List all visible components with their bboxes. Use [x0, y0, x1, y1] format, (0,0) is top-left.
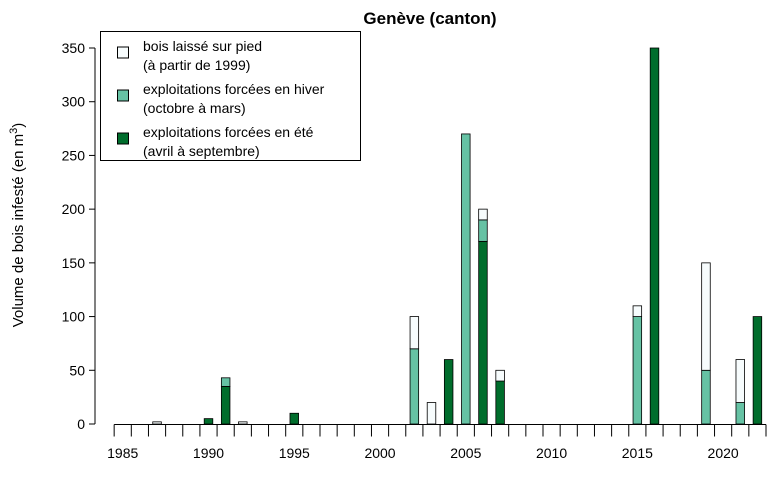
y-axis-label: Volume de bois infesté (en m3) [8, 123, 27, 328]
legend-swatch-summer [117, 132, 129, 145]
axes: 0 50 100 150 200 250 300 350 1985 1990 1995 2000 200… [62, 40, 767, 461]
bar-summer [649, 47, 660, 425]
legend-label-standing: bois laissé sur pied [143, 38, 262, 54]
legend-label-summer: exploitations forcées en été [143, 124, 314, 140]
bar-standing [495, 369, 505, 382]
bar-standing [238, 421, 248, 425]
legend-swatch-standing [117, 46, 129, 59]
legend-box [100, 31, 361, 161]
bar-winter [220, 377, 231, 387]
legend: bois laissé sur pied (à partir de 1999) ex… [100, 31, 361, 161]
x-tick-label: 1985 [107, 445, 138, 461]
bar-standing [478, 208, 488, 221]
y-tick-label: 300 [62, 94, 86, 110]
bar-winter [461, 133, 471, 425]
x-tick-label: 2000 [364, 445, 395, 461]
legend-sublabel-standing: (à partir de 1999) [143, 57, 250, 73]
bar-standing [409, 316, 420, 350]
bars [152, 47, 763, 425]
legend-label-winter: exploitations forcées en hiver [143, 81, 325, 97]
bar-winter [701, 369, 711, 425]
bar-summer [495, 380, 505, 425]
y-tick-label: 100 [62, 309, 86, 325]
bar-winter [735, 402, 745, 425]
y-tick-label: 150 [62, 255, 86, 271]
y-tick-label: 250 [62, 147, 86, 163]
bar-winter [409, 348, 420, 425]
x-tick-label: 1990 [193, 445, 224, 461]
x-tick-label: 2020 [708, 445, 739, 461]
bar-standing [152, 421, 162, 425]
bar-summer [289, 412, 299, 425]
legend-sublabel-winter: (octobre à mars) [143, 100, 246, 116]
bar-standing [735, 359, 745, 403]
x-tick-label: 2005 [450, 445, 481, 461]
bar-winter [478, 219, 488, 242]
bar-summer [220, 385, 231, 425]
legend-swatch-winter [117, 89, 129, 102]
y-tick-label: 200 [62, 201, 86, 217]
bar-standing [426, 402, 437, 425]
bar-summer [752, 316, 763, 425]
y-tick-label: 350 [62, 40, 86, 56]
x-tick-label: 2010 [536, 445, 567, 461]
y-tick-label: 50 [69, 362, 85, 378]
x-tick-label: 1995 [279, 445, 310, 461]
y-tick-label: 0 [77, 416, 85, 432]
bar-standing [701, 262, 711, 371]
bar-summer [203, 418, 214, 425]
legend-sublabel-summer: (avril à septembre) [143, 143, 260, 159]
bar-standing [632, 305, 643, 317]
x-tick-label: 2015 [622, 445, 653, 461]
chart-title: Genève (canton) [363, 9, 496, 28]
bar-summer [443, 359, 454, 425]
bar-summer [478, 240, 488, 425]
bar-winter [632, 316, 643, 425]
